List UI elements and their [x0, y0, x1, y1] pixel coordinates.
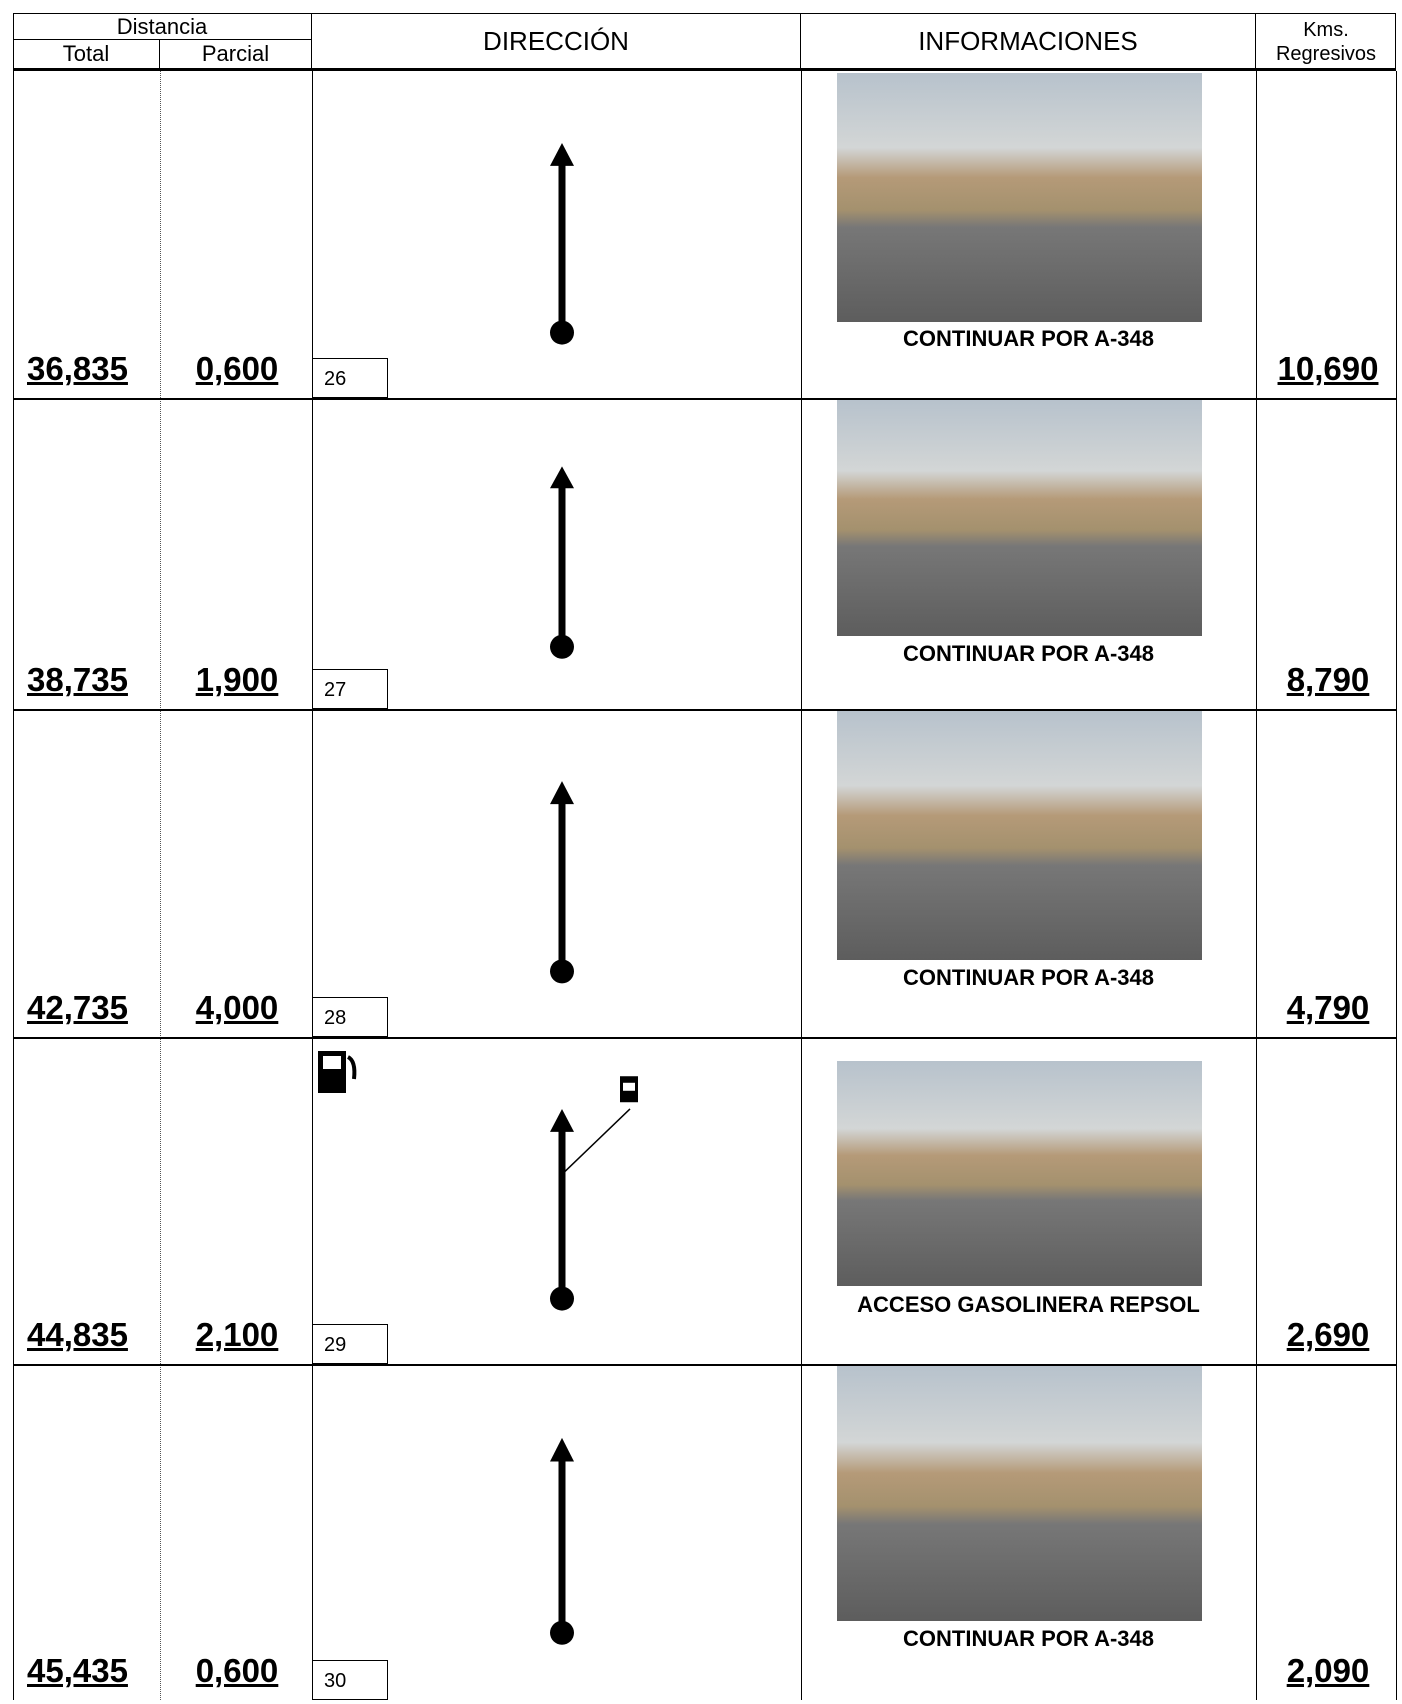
- header-distancia: Distancia: [13, 14, 312, 40]
- number-box: 29: [312, 1324, 388, 1364]
- info: CONTINUAR POR A-348: [903, 640, 1154, 666]
- total: 36,835: [27, 350, 128, 387]
- direction-arrow: [550, 466, 574, 659]
- number-box: 28: [312, 997, 388, 1037]
- total: 45,435: [27, 1652, 128, 1689]
- kms: 10,690: [1277, 350, 1379, 387]
- header-kms: Kms.: [1303, 19, 1349, 41]
- kms: 4,790: [1286, 989, 1370, 1026]
- header-informaciones: INFORMACIONES: [801, 14, 1256, 68]
- parcial: 2,100: [195, 1316, 279, 1353]
- photo: [837, 73, 1202, 322]
- photo: [837, 1061, 1202, 1286]
- row-line: [13, 398, 1396, 400]
- info: CONTINUAR POR A-348: [903, 964, 1154, 990]
- col-line: [312, 71, 313, 1700]
- photo: [837, 1366, 1202, 1622]
- row-line: [13, 1364, 1396, 1366]
- col-line: [1256, 71, 1257, 1700]
- row-line: [13, 709, 1396, 711]
- direction-arrow: [550, 781, 574, 984]
- header-direccion: DIRECCIÓN: [312, 14, 801, 68]
- row-line: [13, 1037, 1396, 1039]
- header-border: [13, 13, 1396, 71]
- number-box: 26: [312, 358, 388, 398]
- photo: [837, 400, 1202, 637]
- parcial: 1,900: [195, 661, 279, 698]
- kms: 2,690: [1286, 1316, 1370, 1353]
- kms: 2,090: [1286, 1652, 1370, 1689]
- total: 42,735: [27, 989, 128, 1026]
- direction-arrow: [318, 1051, 638, 1311]
- parcial: 4,000: [195, 989, 279, 1026]
- col-line: [160, 71, 161, 1700]
- col-line: [13, 71, 14, 1700]
- parcial: 0,600: [195, 1652, 279, 1689]
- number-box: 30: [312, 1660, 388, 1700]
- header-kms: Regresivos: [1275, 43, 1377, 65]
- total: 38,735: [27, 661, 128, 698]
- info: ACCESO GASOLINERA REPSOL: [857, 1292, 1200, 1318]
- col-line: [801, 71, 802, 1700]
- col-line: [1396, 71, 1397, 1700]
- direction-arrow: [550, 142, 574, 345]
- direction-arrow: [550, 1437, 574, 1645]
- header-parcial: Parcial: [160, 40, 312, 68]
- header-total: Total: [13, 40, 160, 68]
- info: CONTINUAR POR A-348: [903, 1626, 1154, 1652]
- kms: 8,790: [1286, 661, 1370, 698]
- number-box: 27: [312, 669, 388, 709]
- photo: [837, 711, 1202, 961]
- parcial: 0,600: [195, 350, 279, 387]
- info: CONTINUAR POR A-348: [903, 326, 1154, 352]
- total: 44,835: [27, 1316, 128, 1353]
